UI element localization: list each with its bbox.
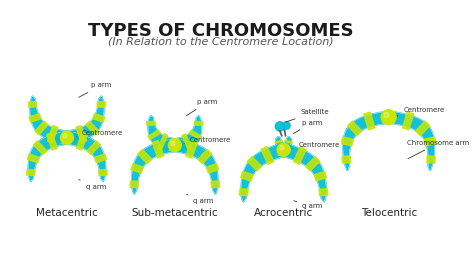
Polygon shape [275,140,282,144]
Polygon shape [189,130,202,140]
Polygon shape [261,147,274,164]
Polygon shape [86,121,99,135]
Polygon shape [132,140,181,194]
Polygon shape [97,101,106,107]
Text: Centromere: Centromere [396,107,445,116]
Polygon shape [206,164,219,173]
Circle shape [275,122,284,131]
Polygon shape [93,114,105,122]
Polygon shape [99,169,107,176]
Polygon shape [194,121,203,126]
Circle shape [168,139,182,152]
Text: Sub-metacentric: Sub-metacentric [131,208,218,218]
Circle shape [381,110,396,125]
Text: (In Relation to the Centromere Location): (In Relation to the Centromere Location) [108,36,333,46]
Polygon shape [424,137,436,146]
Polygon shape [293,147,306,164]
Polygon shape [61,132,106,181]
Polygon shape [152,140,164,158]
Polygon shape [239,189,248,196]
Polygon shape [27,154,39,163]
Polygon shape [241,145,290,202]
Text: Metacentric: Metacentric [36,208,98,218]
Polygon shape [30,96,73,143]
Circle shape [61,131,73,144]
Text: Centromere: Centromere [76,130,123,136]
Polygon shape [382,112,435,171]
Circle shape [279,146,284,150]
Polygon shape [158,134,168,150]
Text: Acrocentric: Acrocentric [254,208,313,218]
Circle shape [283,122,290,129]
Polygon shape [46,133,57,150]
Polygon shape [34,141,47,155]
Text: q arm: q arm [294,201,323,209]
Polygon shape [28,101,37,107]
Circle shape [63,134,67,138]
Text: Chromosome arm: Chromosome arm [407,140,469,159]
Polygon shape [305,157,320,171]
Polygon shape [35,121,48,135]
Polygon shape [131,164,143,173]
Polygon shape [276,137,289,152]
Polygon shape [146,121,155,126]
Polygon shape [285,140,292,144]
Polygon shape [61,96,104,143]
Polygon shape [130,181,138,188]
Polygon shape [186,140,197,158]
Polygon shape [279,137,292,152]
Polygon shape [182,134,191,150]
Polygon shape [241,171,253,181]
Polygon shape [427,156,436,163]
Polygon shape [94,154,107,163]
Polygon shape [198,149,212,164]
Polygon shape [27,169,35,176]
Polygon shape [342,156,351,163]
Polygon shape [76,125,86,143]
Text: Telocentric: Telocentric [361,208,417,218]
Polygon shape [247,157,262,171]
Polygon shape [364,112,375,130]
Polygon shape [341,137,354,146]
Polygon shape [148,116,181,151]
Text: q arm: q arm [187,194,214,204]
Polygon shape [343,112,395,171]
Polygon shape [87,141,100,155]
Text: Centromere: Centromere [293,142,340,148]
Text: q arm: q arm [79,180,106,190]
Polygon shape [211,181,219,188]
Polygon shape [168,116,201,151]
Polygon shape [416,121,430,136]
Circle shape [277,143,290,156]
Polygon shape [76,133,87,150]
Polygon shape [28,132,73,181]
Polygon shape [168,140,218,194]
Circle shape [384,112,389,118]
Polygon shape [148,130,160,140]
Polygon shape [47,125,58,143]
Polygon shape [277,145,327,202]
Text: Centromere: Centromere [184,137,231,144]
Text: p arm: p arm [293,120,323,134]
Text: TYPES OF CHROMOSOMES: TYPES OF CHROMOSOMES [88,22,353,40]
Text: p arm: p arm [79,82,111,97]
Polygon shape [319,189,328,196]
Text: p arm: p arm [186,99,218,116]
Polygon shape [29,114,41,122]
Polygon shape [138,149,152,164]
Text: Satellite: Satellite [286,109,329,122]
Polygon shape [402,112,414,130]
Polygon shape [347,121,362,136]
Circle shape [171,141,175,146]
Polygon shape [314,171,327,181]
